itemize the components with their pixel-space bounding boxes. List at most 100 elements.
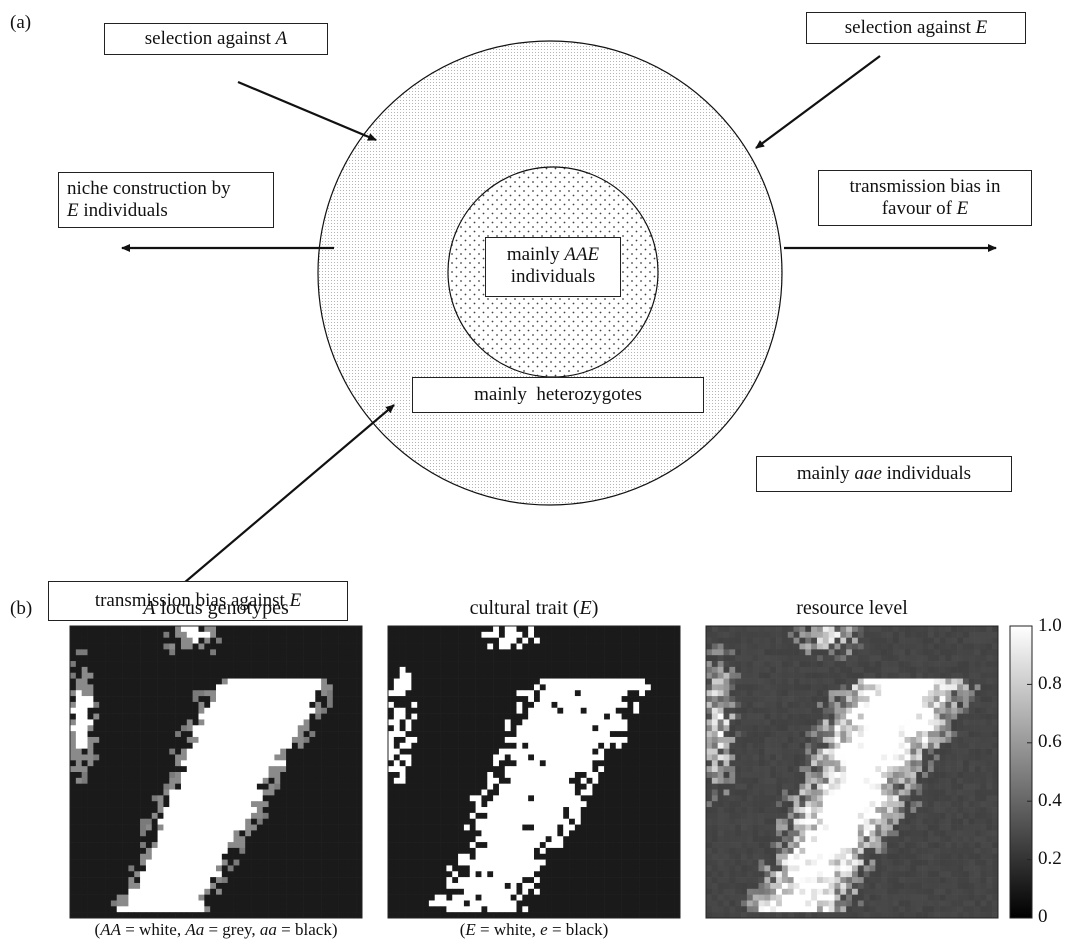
map-cell [440,912,447,919]
map-cell [504,871,511,878]
map-cell [423,672,430,679]
map-cell [615,672,622,679]
map-cell [297,678,304,685]
map-cell [116,772,123,779]
map-cell [393,661,400,668]
map-cell [627,871,634,878]
map-cell [604,760,611,767]
map-cell [510,666,517,674]
map-cell [239,649,246,656]
map-cell [309,643,316,650]
map-cell [563,859,570,866]
map-cell [504,672,511,679]
map-cell [204,830,211,837]
map-cell [180,637,188,644]
map-cell [332,736,339,744]
map-cell [356,766,363,773]
map-cell [481,789,488,796]
map-cell [256,766,264,773]
map-cell [344,906,351,913]
map-cell [516,760,523,767]
map-cell [475,719,482,726]
map-cell [417,906,424,913]
map-cell [528,655,535,662]
map-cell [522,801,529,808]
map-cell [633,701,640,709]
map-cell [428,678,436,685]
map-cell [539,713,546,720]
map-cell [475,666,482,674]
map-cell [286,661,293,668]
map-cell [481,760,488,767]
map-cell [99,906,106,913]
map-cell [534,795,541,802]
map-cell [145,736,153,744]
map-cell [87,906,94,913]
map-cell [151,853,158,860]
map-cell [428,900,436,907]
map-cell [574,637,582,644]
map-cell [145,626,153,633]
map-cell [251,701,258,709]
map-cell [423,731,430,738]
map-cell [204,842,211,849]
map-cell [221,912,228,919]
map-cell [87,766,94,773]
map-cell [446,672,453,679]
map-cell [221,865,228,872]
map-cell [186,701,193,709]
map-cell [528,842,535,849]
map-cell [216,655,223,662]
map-cell [539,900,546,907]
map-cell [393,637,400,644]
map-cell [656,882,663,890]
map-cell [609,900,617,907]
map-cell [175,836,182,843]
map-cell [440,713,447,720]
map-cell [417,912,424,919]
map-cell [116,643,123,650]
map-cell [315,807,322,814]
map-cell [291,801,299,808]
map-cell [186,871,193,878]
map-cell [417,882,424,890]
map-cell [656,783,663,790]
map-cell [122,690,129,697]
map-cell [592,760,599,767]
map-cell [545,637,552,644]
map-cell [256,789,264,796]
map-cell [534,818,541,825]
map-cell [227,713,234,720]
map-cell [428,684,436,691]
map-cell [639,661,646,668]
map-cell [621,637,628,644]
map-cell [163,789,170,796]
map-cell [280,666,287,674]
map-cell [458,631,465,638]
map-cell [534,772,541,779]
map-cell [110,824,118,831]
map-cell [481,836,488,843]
map-cell [458,900,465,907]
map-cell [356,760,363,767]
map-cell [604,853,611,860]
map-cell [233,906,240,913]
map-cell [274,789,281,796]
map-cell [423,766,430,773]
map-cell [609,742,617,749]
map-cell [528,859,535,866]
map-cell [70,672,77,679]
map-cell [644,900,652,907]
map-cell [291,684,299,691]
map-cell [563,772,570,779]
map-cell [99,812,106,820]
map-cell [245,655,252,662]
map-cell [580,643,587,650]
map-cell [522,701,529,709]
map-cell [286,783,293,790]
map-cell [493,842,500,849]
map-cell [563,748,570,755]
map-cell [545,661,552,668]
map-cell [662,783,669,790]
map-cell [315,789,322,796]
